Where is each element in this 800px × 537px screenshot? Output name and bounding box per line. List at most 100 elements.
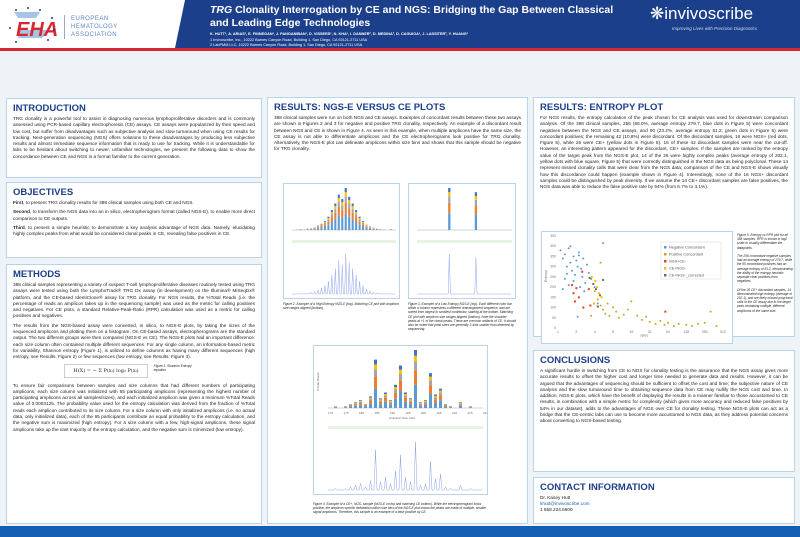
bar-segment: [389, 404, 392, 408]
bar-segment: [313, 228, 316, 229]
objectives-section: OBJECTIVES First, to present TRG clonali…: [6, 182, 262, 258]
data-point: [592, 283, 595, 286]
methods-text: To ensure fair comparisons between sampl…: [13, 382, 255, 432]
bar-segment: [364, 404, 367, 406]
bar-segment: [334, 219, 337, 230]
methods-section: METHODS 388 clinical samples representin…: [6, 264, 262, 524]
eha-name: EUROPEAN HEMATOLOGY ASSOCIATION: [64, 15, 118, 39]
bar-segment: [348, 200, 351, 204]
data-point: [563, 277, 566, 280]
bar-segment: [374, 376, 377, 389]
bar-segment: [409, 399, 412, 401]
bar-segment: [374, 369, 377, 377]
bar-segment: [409, 401, 412, 405]
bar-segment: [362, 222, 365, 223]
data-point: [584, 282, 587, 285]
bar-segment: [372, 228, 375, 230]
section-heading: CONTACT INFORMATION: [540, 482, 655, 493]
bar-segment: [459, 402, 462, 404]
section-heading: RESULTS: NGS-E VERSUS CE PLOTS: [274, 102, 446, 113]
x-tick-label: 4: [594, 330, 596, 334]
bar-segment: [310, 229, 313, 230]
figure-5: 0 50 100 150 200 250 300 350 400 450 1 2 4 8 16 32 64 128…: [541, 231, 733, 344]
bar-segment: [359, 402, 362, 405]
bar-segment: [374, 388, 377, 408]
data-point: [590, 275, 593, 278]
bar-segment: [323, 222, 326, 223]
x-tick-label: 2: [575, 330, 577, 334]
x-tick-label: 215: [468, 411, 473, 415]
title-band: [175, 0, 800, 48]
x-tick-label: 185: [375, 411, 380, 415]
figure-5-caption: Figure 5. Entropy vs RPR plot for all 38…: [737, 233, 793, 313]
bar-segment: [404, 395, 407, 398]
bar-segment: [399, 373, 402, 381]
objective-item: First, to present TRG clonality results …: [13, 200, 255, 206]
bar-segment: [362, 226, 365, 230]
bar-segment: [444, 406, 447, 408]
data-point: [571, 284, 574, 287]
org-name-line: HEMATOLOGY: [71, 24, 118, 30]
bar-segment: [448, 196, 451, 203]
y-tick-label: 400: [550, 244, 556, 248]
bar-segment: [474, 195, 478, 200]
bar-segment: [359, 401, 362, 402]
data-point: [593, 286, 596, 289]
bar-segment: [439, 392, 442, 396]
bar-segment: [409, 398, 412, 400]
x-tick-label: 175: [344, 411, 349, 415]
data-point: [586, 263, 589, 266]
data-point: [575, 287, 578, 290]
org-name-line: EUROPEAN: [71, 16, 109, 22]
conclusions-text: A significant hurdle in switching from C…: [540, 368, 788, 424]
figure-3-caption: Figure 3. Example of a Low Entropy NGS-E…: [408, 302, 516, 332]
bar-segment: [341, 217, 344, 230]
bar-segment: [365, 227, 368, 230]
data-point: [567, 284, 570, 287]
bar-segment: [429, 380, 432, 386]
x-tick-label: 16: [629, 330, 633, 334]
ce-toolbar: [417, 240, 512, 243]
legend-label: NGS+CE-: [669, 260, 687, 264]
x-tick-label: 210: [452, 411, 457, 415]
bar-segment: [337, 194, 340, 199]
bar-segment: [384, 397, 387, 402]
x-axis-label: RPR: [641, 334, 649, 338]
bar-segment: [341, 199, 344, 203]
bar-segment: [358, 224, 361, 230]
bar-segment: [429, 394, 432, 408]
bar-segment: [459, 405, 462, 408]
contact-email-link[interactable]: khutt@invivoscribe.com: [540, 501, 590, 506]
data-point: [571, 269, 574, 272]
data-point: [599, 304, 602, 307]
bar-segment: [365, 224, 368, 226]
x-tick-label: 64: [666, 330, 670, 334]
bar-segment: [354, 402, 357, 403]
bar-segment: [341, 202, 344, 206]
bar-segment: [327, 218, 330, 220]
bar-segment: [439, 395, 442, 401]
data-point: [572, 292, 575, 295]
bar-segment: [351, 206, 354, 209]
data-point: [691, 324, 694, 327]
bar-segment: [351, 203, 354, 207]
bar-segment: [469, 407, 472, 408]
legend-marker: [664, 267, 667, 270]
bar-segment: [409, 404, 412, 408]
x-tick-label: 32: [648, 330, 652, 334]
header-divider: [0, 48, 800, 51]
data-point: [612, 306, 614, 309]
y-tick-label: 100: [550, 306, 556, 310]
bar-segment: [334, 203, 337, 207]
title-gene: TRG: [210, 4, 233, 16]
bar-segment: [404, 392, 407, 395]
data-point: [594, 288, 597, 291]
bar-segment: [372, 229, 375, 230]
section-heading: OBJECTIVES: [13, 187, 74, 198]
methods-text: 388 clinical samples representing a vari…: [13, 282, 255, 319]
bar-segment: [375, 229, 378, 230]
data-point: [565, 265, 568, 268]
x-tick-label: 205: [437, 411, 442, 415]
affiliation-2: 2 LabPMM LLC, 10222 Barnes Canyon Road, …: [210, 43, 363, 47]
y-tick-label: 300: [550, 265, 556, 269]
